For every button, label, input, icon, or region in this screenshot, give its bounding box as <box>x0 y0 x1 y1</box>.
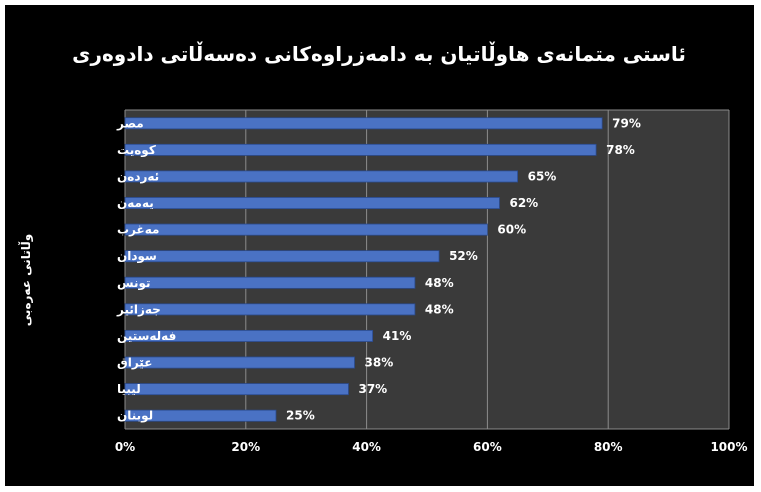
data-label: 79% <box>612 116 641 130</box>
chart-container: ئاستی متمانەی هاوڵاتیان بە دامەزراوەکانی… <box>5 5 754 486</box>
category-label: سودان <box>117 249 157 264</box>
x-tick-label: 40% <box>352 440 381 454</box>
bar <box>124 409 277 422</box>
bar <box>124 250 440 263</box>
category-label: عێراق <box>117 356 152 370</box>
category-label: فەلەستین <box>117 329 176 343</box>
bar <box>124 276 416 289</box>
bar <box>124 356 355 369</box>
data-label: 60% <box>497 223 526 237</box>
x-tick-label: 100% <box>710 440 747 454</box>
data-label: 62% <box>509 196 538 210</box>
bar-chart: ئاستی متمانەی هاوڵاتیان بە دامەزراوەکانی… <box>18 41 748 454</box>
chart-title: ئاستی متمانەی هاوڵاتیان بە دامەزراوەکانی… <box>72 41 686 66</box>
bar <box>124 143 597 156</box>
data-label: 37% <box>358 382 387 396</box>
x-tick-label: 80% <box>594 440 623 454</box>
data-label: 52% <box>449 249 478 263</box>
x-tick-label: 60% <box>473 440 502 454</box>
bar <box>124 383 349 396</box>
category-label: لیبیا <box>117 382 141 396</box>
data-label: 25% <box>286 409 315 423</box>
category-label: جەزائیر <box>116 302 161 316</box>
category-label: لوبنان <box>117 409 153 424</box>
category-label: تونس <box>117 276 151 291</box>
data-label: 48% <box>425 276 454 290</box>
bar <box>124 303 416 316</box>
x-tick-label: 20% <box>231 440 260 454</box>
bar <box>124 223 488 236</box>
data-label: 38% <box>365 356 394 370</box>
category-label: یەمەن <box>117 196 154 210</box>
data-label: 78% <box>606 143 635 157</box>
category-label: مصر <box>116 116 144 130</box>
category-label: کوەیت <box>117 143 156 158</box>
bar <box>124 117 603 130</box>
category-label: ئەردەن <box>117 169 159 183</box>
category-label: مەغرب <box>117 223 159 237</box>
data-label: 48% <box>425 302 454 316</box>
data-label: 41% <box>383 329 412 343</box>
plot-area-group: 0% 20% 40% 60% 80% 100% مصر 79% کوەیت 78% ئەردەن 65… <box>115 109 748 454</box>
bar <box>124 329 374 342</box>
plot-area <box>125 110 729 429</box>
x-tick-label: 0% <box>115 440 135 454</box>
data-label: 65% <box>528 169 557 183</box>
y-axis-title: وڵاتانی عەرەبی <box>18 234 34 326</box>
bar <box>124 197 500 210</box>
bar <box>124 170 519 183</box>
